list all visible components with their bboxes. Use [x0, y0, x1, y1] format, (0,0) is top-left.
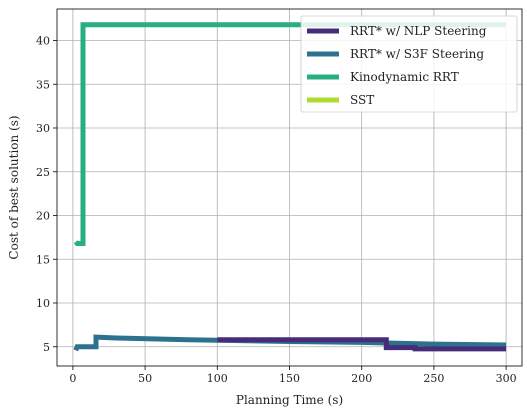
x-tick-label: 100	[207, 372, 228, 385]
y-axis-label: Cost of best solution (s)	[7, 115, 21, 259]
x-tick-label: 150	[279, 372, 300, 385]
legend-label: RRT* w/ S3F Steering	[350, 47, 484, 61]
x-tick-label: 250	[423, 372, 444, 385]
x-tick-label: 0	[69, 372, 76, 385]
legend: RRT* w/ NLP Steering RRT* w/ S3F Steering…	[300, 15, 518, 113]
x-axis-label: Planning Time (s)	[236, 393, 343, 407]
y-tick-label: 25	[36, 166, 50, 179]
x-tick-label: 50	[138, 372, 152, 385]
y-tick-label: 5	[43, 341, 50, 354]
series-layer	[73, 22, 507, 352]
y-tick-label: 40	[36, 35, 50, 48]
legend-label: SST	[350, 93, 374, 107]
y-tick-label: 15	[36, 253, 50, 266]
series-line-rrt-w-nlp-steering	[217, 337, 507, 352]
x-tick-label: 200	[351, 372, 372, 385]
legend-label: Kinodynamic RRT	[350, 70, 459, 84]
legend-label: RRT* w/ NLP Steering	[350, 24, 487, 38]
x-tick-label: 300	[496, 372, 517, 385]
x-axis-ticks: 0 50 100 150 200 250 300	[69, 366, 517, 385]
legend-box	[300, 15, 518, 113]
y-axis-ticks: 5 10 15 20 25 30 35 40	[36, 35, 57, 354]
y-tick-label: 35	[36, 78, 50, 91]
y-tick-label: 20	[36, 210, 50, 223]
y-tick-label: 30	[36, 122, 50, 135]
series-line-rrt-w-s3f-steering	[73, 334, 507, 352]
series-line-kinodynamic-rrt	[73, 22, 507, 246]
y-tick-label: 10	[36, 297, 50, 310]
